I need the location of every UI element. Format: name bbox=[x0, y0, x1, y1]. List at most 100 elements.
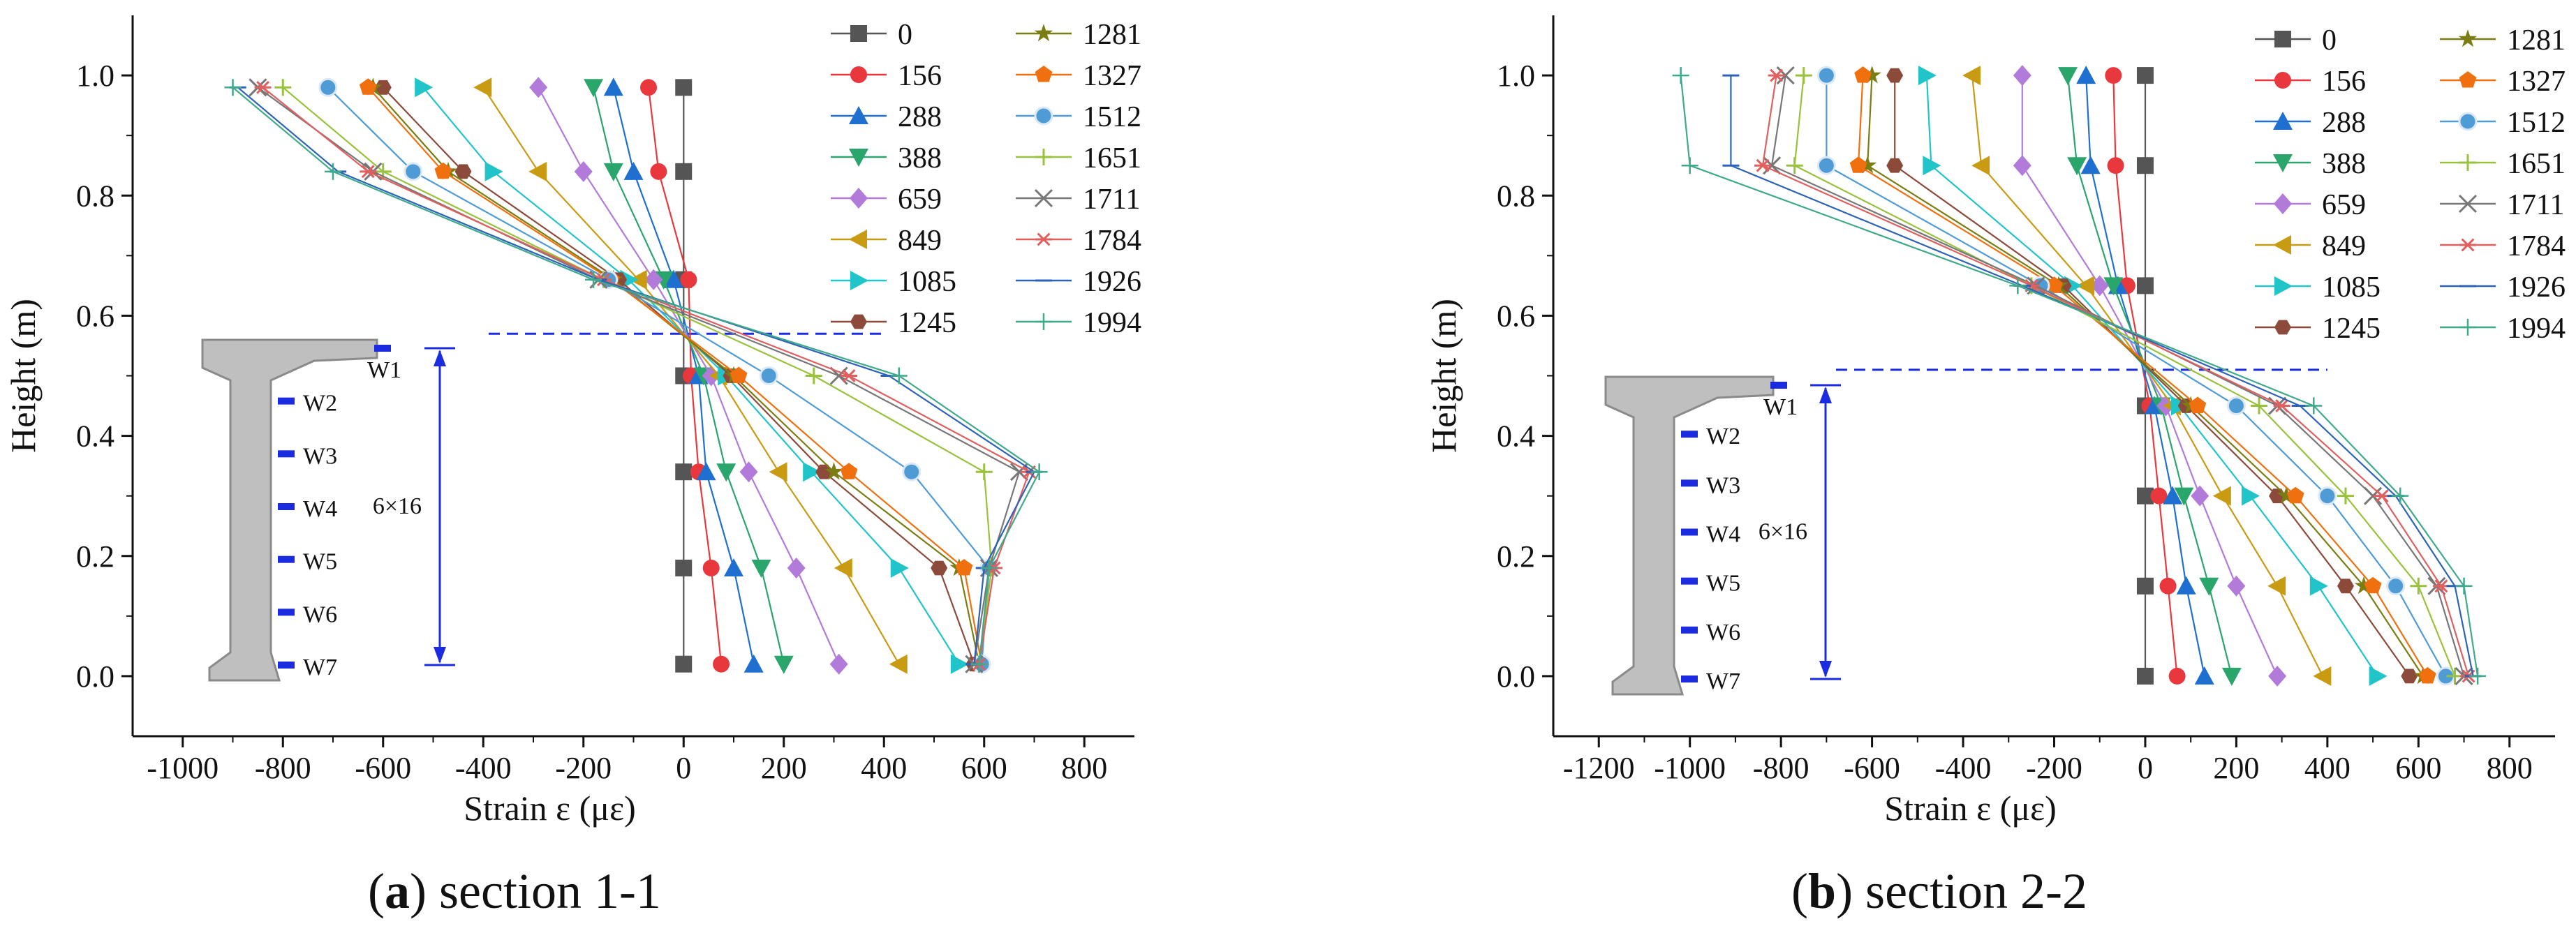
legend-label: 1926 bbox=[2507, 271, 2566, 304]
data-point bbox=[2150, 487, 2168, 505]
y-tick-label: 0.8 bbox=[76, 179, 114, 213]
legend-marker bbox=[2458, 29, 2478, 47]
x-tick-label: -600 bbox=[355, 751, 411, 785]
gauge-label: W4 bbox=[1706, 522, 1740, 548]
gauge-label: W1 bbox=[367, 357, 401, 383]
y-tick-label: 0.2 bbox=[76, 539, 114, 574]
legend-label: 288 bbox=[2322, 107, 2366, 139]
data-point bbox=[434, 162, 452, 179]
gauge-marker bbox=[1681, 626, 1698, 634]
data-point bbox=[1849, 156, 1867, 173]
legend-label: 1711 bbox=[1083, 184, 1140, 216]
legend-marker bbox=[850, 66, 867, 83]
legend-marker bbox=[2274, 276, 2293, 296]
data-point bbox=[603, 163, 623, 181]
gauge-label: W6 bbox=[303, 602, 337, 627]
data-point bbox=[2058, 67, 2078, 86]
beam-cross-section bbox=[201, 338, 378, 682]
data-point bbox=[374, 80, 392, 95]
data-point bbox=[603, 77, 623, 96]
data-point bbox=[955, 559, 973, 576]
data-point bbox=[2076, 276, 2095, 296]
data-point bbox=[1763, 156, 1782, 175]
legend-label: 1245 bbox=[898, 307, 956, 339]
y-tick-label: 1.0 bbox=[76, 59, 114, 93]
data-point bbox=[2136, 667, 2154, 685]
gauge-label: W4 bbox=[303, 496, 337, 522]
gauge-marker bbox=[1681, 528, 1698, 536]
legend-marker bbox=[2274, 193, 2292, 214]
data-point bbox=[2251, 397, 2268, 415]
legend-marker bbox=[1034, 24, 1053, 42]
legend-label: 288 bbox=[898, 101, 942, 133]
data-point bbox=[980, 559, 998, 576]
data-point bbox=[2067, 157, 2087, 176]
data-point bbox=[2401, 669, 2418, 684]
legend-label: 1994 bbox=[2507, 313, 2566, 345]
data-point bbox=[2318, 486, 2337, 506]
legend-label: 1784 bbox=[2507, 230, 2566, 262]
data-point bbox=[675, 163, 693, 180]
data-point bbox=[2364, 486, 2383, 505]
data-point bbox=[702, 559, 720, 576]
y-tick-label: 0.6 bbox=[1497, 299, 1535, 333]
data-point bbox=[716, 463, 736, 482]
data-point bbox=[1923, 156, 1941, 176]
data-point bbox=[2163, 486, 2183, 505]
data-point bbox=[815, 464, 833, 479]
data-point bbox=[841, 369, 858, 382]
data-point bbox=[529, 77, 548, 98]
data-point bbox=[2107, 157, 2124, 174]
legend-marker bbox=[2459, 71, 2477, 88]
gauge-marker bbox=[1681, 676, 1698, 682]
data-point bbox=[224, 79, 242, 96]
gauge-label: W3 bbox=[303, 443, 337, 469]
data-point bbox=[2136, 67, 2154, 84]
legend-label: 1651 bbox=[2507, 148, 2566, 180]
data-point bbox=[2009, 277, 2027, 294]
legend-label: 1281 bbox=[1083, 19, 1141, 51]
data-point bbox=[585, 271, 602, 288]
caption-a: (a) section 1-1 bbox=[368, 863, 661, 919]
data-point bbox=[834, 558, 852, 578]
x-tick-label: 800 bbox=[1061, 751, 1107, 785]
data-point bbox=[931, 560, 948, 576]
legend-marker bbox=[1035, 149, 1052, 165]
data-point bbox=[805, 367, 822, 385]
data-point bbox=[2136, 577, 2154, 595]
x-axis-label: Strain ε (με) bbox=[1884, 789, 2057, 828]
data-point bbox=[2313, 666, 2332, 686]
x-tick-label: -400 bbox=[1935, 751, 1992, 785]
legend-marker bbox=[2459, 238, 2476, 252]
data-point bbox=[318, 77, 338, 97]
data-point bbox=[663, 269, 683, 288]
legend-marker bbox=[849, 106, 868, 124]
y-tick-label: 0.6 bbox=[76, 299, 114, 333]
legend-label: 388 bbox=[2322, 148, 2366, 180]
gauge-marker bbox=[278, 609, 295, 616]
data-point bbox=[2136, 157, 2154, 174]
x-tick-label: -800 bbox=[255, 751, 311, 785]
data-point bbox=[2199, 577, 2219, 596]
series-1994 bbox=[224, 79, 1048, 673]
data-point bbox=[2226, 396, 2246, 416]
legend-label: 1512 bbox=[1083, 101, 1141, 133]
x-tick-label: -200 bbox=[555, 751, 612, 785]
legend-label: 156 bbox=[2322, 66, 2366, 98]
legend-label: 1926 bbox=[1083, 266, 1141, 298]
data-point bbox=[2305, 397, 2323, 415]
data-point bbox=[824, 462, 843, 480]
data-point bbox=[2227, 575, 2246, 597]
data-point bbox=[724, 558, 743, 576]
legend-marker bbox=[1035, 66, 1053, 82]
data-point bbox=[950, 654, 969, 674]
x-tick-label: -800 bbox=[1753, 751, 1809, 785]
data-point bbox=[2410, 577, 2427, 595]
x-tick-label: 400 bbox=[2304, 751, 2351, 785]
data-point bbox=[2080, 156, 2101, 174]
legend-marker bbox=[1034, 106, 1053, 126]
data-point bbox=[2191, 485, 2209, 507]
data-point bbox=[2212, 486, 2231, 506]
gauge-label: W7 bbox=[303, 655, 337, 680]
